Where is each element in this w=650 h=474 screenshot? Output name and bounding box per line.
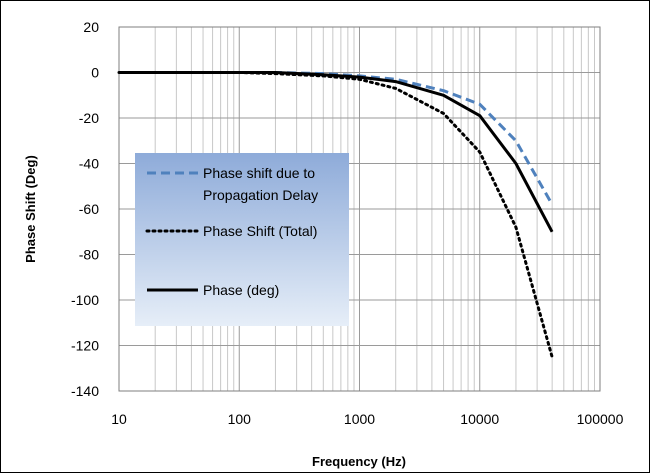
plot-border	[118, 26, 601, 392]
legend: Phase shift due to Propagation Delay Phase…	[135, 153, 349, 326]
legend-label-1: Propagation Delay	[203, 187, 318, 203]
x-tick-label: 1000	[344, 411, 375, 427]
x-tick-label: 100	[228, 411, 252, 427]
series-layer	[117, 71, 554, 359]
y-tick-label: -100	[71, 292, 99, 308]
y-tick-label: -20	[79, 110, 99, 126]
x-tick-label: 100000	[577, 411, 624, 427]
y-axis-title: Phase Shift (Deg)	[23, 155, 38, 263]
series-line-1	[119, 71, 554, 206]
legend-label-1: Phase shift due to	[203, 165, 315, 181]
y-tick-label: -120	[71, 338, 99, 354]
y-tick-label: -140	[71, 383, 99, 399]
y-tick-label: 20	[83, 19, 99, 35]
y-tick-label: -80	[79, 247, 99, 263]
x-axis-title: Frequency (Hz)	[312, 454, 406, 469]
series-line-3	[119, 71, 554, 233]
legend-label-2: Phase Shift (Total)	[203, 223, 317, 239]
x-tick-labels: 10 100 1000 10000 100000	[111, 411, 623, 427]
x-tick-label: 10000	[460, 411, 499, 427]
legend-box	[135, 153, 349, 326]
y-tick-label: 0	[91, 65, 99, 81]
x-tick-label: 10	[111, 411, 127, 427]
legend-label-3: Phase (deg)	[203, 282, 279, 298]
y-tick-labels: 20 0 -20 -40 -60 -80 -100 -120 -140	[71, 19, 99, 399]
y-tick-label: -40	[79, 156, 99, 172]
legend-items: Phase shift due to Propagation Delay Phase…	[145, 165, 318, 298]
y-tick-label: -60	[79, 201, 99, 217]
